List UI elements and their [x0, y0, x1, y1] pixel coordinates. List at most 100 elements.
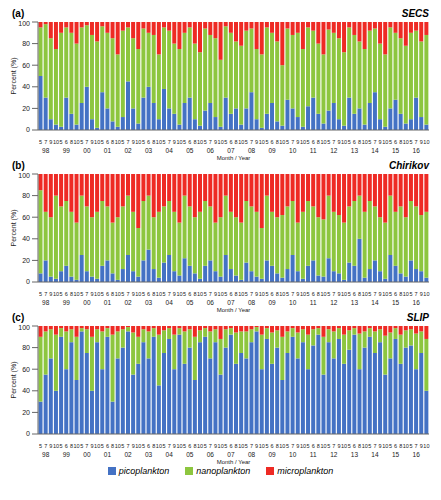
svg-text:10: 10	[320, 139, 326, 145]
svg-text:5: 5	[224, 291, 227, 297]
svg-text:6: 6	[271, 443, 274, 449]
svg-text:6: 6	[188, 443, 191, 449]
svg-text:Percent (%): Percent (%)	[10, 362, 18, 399]
svg-text:8: 8	[276, 291, 279, 297]
svg-text:8: 8	[193, 443, 196, 449]
svg-text:13: 13	[351, 299, 359, 306]
svg-text:9: 9	[255, 443, 258, 449]
svg-text:10: 10	[289, 299, 297, 306]
svg-text:9: 9	[214, 291, 217, 297]
svg-text:5: 5	[80, 443, 83, 449]
svg-text:60: 60	[22, 366, 30, 373]
svg-text:Percent (%): Percent (%)	[10, 58, 18, 95]
svg-text:5: 5	[80, 139, 83, 145]
svg-text:04: 04	[166, 299, 174, 306]
svg-text:8: 8	[399, 139, 402, 145]
svg-text:08: 08	[248, 299, 256, 306]
svg-text:9: 9	[337, 291, 340, 297]
svg-text:5: 5	[327, 139, 330, 145]
svg-text:8: 8	[152, 139, 155, 145]
svg-text:5: 5	[60, 443, 63, 449]
svg-text:10: 10	[259, 139, 265, 145]
svg-text:02: 02	[124, 147, 132, 154]
svg-text:9: 9	[337, 443, 340, 449]
svg-text:6: 6	[106, 139, 109, 145]
svg-text:10: 10	[115, 139, 121, 145]
svg-text:9: 9	[173, 139, 176, 145]
svg-text:9: 9	[296, 291, 299, 297]
svg-text:10: 10	[156, 139, 162, 145]
svg-text:100: 100	[18, 324, 30, 331]
svg-text:7: 7	[209, 139, 212, 145]
svg-text:10: 10	[382, 443, 388, 449]
svg-text:10: 10	[341, 291, 347, 297]
svg-text:5: 5	[142, 291, 145, 297]
svg-text:5: 5	[39, 291, 42, 297]
svg-text:5: 5	[327, 443, 330, 449]
svg-text:7: 7	[127, 291, 130, 297]
svg-text:5: 5	[286, 291, 289, 297]
svg-text:8: 8	[317, 139, 320, 145]
svg-text:16: 16	[413, 299, 421, 306]
svg-text:5: 5	[183, 443, 186, 449]
svg-text:8: 8	[399, 443, 402, 449]
svg-text:7: 7	[291, 291, 294, 297]
svg-text:10: 10	[341, 139, 347, 145]
svg-text:9: 9	[132, 139, 135, 145]
svg-text:04: 04	[166, 451, 174, 458]
svg-text:99: 99	[63, 147, 71, 154]
svg-text:11: 11	[310, 451, 317, 458]
svg-text:10: 10	[238, 291, 244, 297]
svg-text:8: 8	[193, 291, 196, 297]
svg-text:10: 10	[156, 443, 162, 449]
svg-text:6: 6	[353, 139, 356, 145]
svg-text:6: 6	[147, 443, 150, 449]
svg-text:10: 10	[300, 291, 306, 297]
svg-text:6: 6	[394, 291, 397, 297]
svg-text:06: 06	[207, 147, 215, 154]
svg-text:7: 7	[291, 139, 294, 145]
svg-text:60: 60	[22, 214, 30, 221]
svg-text:80: 80	[22, 344, 30, 351]
svg-text:8: 8	[111, 443, 114, 449]
svg-text:5: 5	[121, 443, 124, 449]
svg-text:10: 10	[115, 291, 121, 297]
svg-text:Month / Year: Month / Year	[217, 459, 251, 464]
svg-text:09: 09	[268, 147, 276, 154]
svg-text:5: 5	[307, 139, 310, 145]
svg-text:5: 5	[224, 443, 227, 449]
svg-text:6: 6	[271, 291, 274, 297]
svg-text:5: 5	[348, 443, 351, 449]
svg-text:03: 03	[145, 147, 153, 154]
svg-text:06: 06	[207, 451, 215, 458]
svg-text:8: 8	[317, 291, 320, 297]
svg-text:10: 10	[176, 139, 182, 145]
svg-text:60: 60	[22, 62, 30, 69]
svg-text:7: 7	[332, 443, 335, 449]
svg-text:01: 01	[104, 299, 112, 306]
svg-text:8: 8	[399, 291, 402, 297]
svg-text:5: 5	[368, 291, 371, 297]
svg-text:10: 10	[135, 139, 141, 145]
svg-text:9: 9	[296, 139, 299, 145]
svg-text:10: 10	[135, 291, 141, 297]
svg-text:02: 02	[124, 299, 132, 306]
svg-text:10: 10	[94, 443, 100, 449]
svg-text:0: 0	[26, 126, 30, 133]
svg-text:7: 7	[373, 291, 376, 297]
svg-text:5: 5	[265, 291, 268, 297]
svg-text:5: 5	[60, 291, 63, 297]
svg-text:8: 8	[111, 291, 114, 297]
svg-text:9: 9	[214, 443, 217, 449]
svg-text:08: 08	[248, 451, 256, 458]
svg-text:5: 5	[265, 139, 268, 145]
svg-text:5: 5	[121, 291, 124, 297]
svg-text:14: 14	[371, 147, 379, 154]
svg-text:10: 10	[423, 139, 429, 145]
svg-text:6: 6	[271, 139, 274, 145]
svg-text:7: 7	[250, 443, 253, 449]
svg-text:5: 5	[389, 443, 392, 449]
svg-text:Month / Year: Month / Year	[217, 155, 251, 160]
svg-text:8: 8	[358, 291, 361, 297]
svg-text:8: 8	[317, 443, 320, 449]
